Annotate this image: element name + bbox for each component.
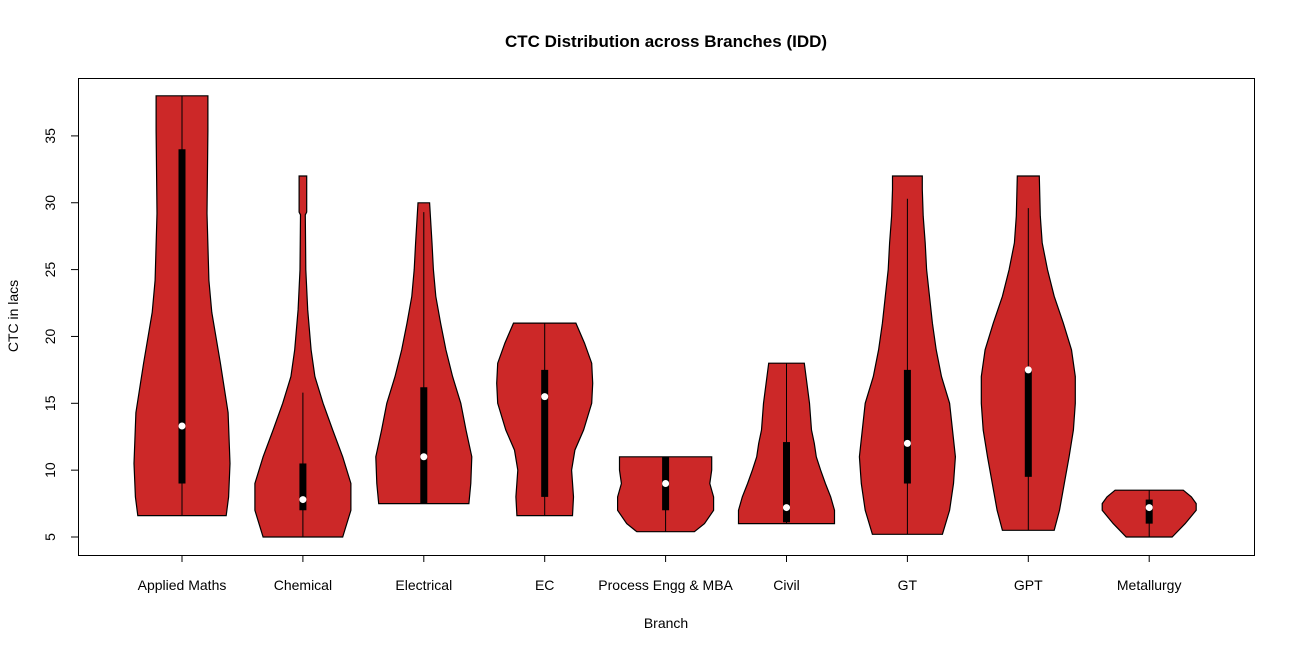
x-tick-label: GT (898, 577, 918, 593)
violin-median-point (420, 453, 428, 461)
violin-iqr-box (783, 442, 790, 523)
y-axis-label: CTC in lacs (5, 280, 21, 352)
violin-iqr-box (299, 463, 307, 511)
violin-group (1101, 489, 1197, 538)
violin-median-point (783, 504, 790, 512)
x-tick-label: Electrical (395, 577, 452, 593)
y-axis: 5 10 15 20 25 30 35 (42, 128, 79, 541)
x-axis-label: Branch (644, 615, 688, 631)
violin-median-point (178, 422, 186, 430)
x-tick-label: Applied Maths (138, 577, 227, 593)
violin-group (980, 175, 1076, 531)
violin-iqr-box (1145, 499, 1153, 524)
x-axis: Applied Maths Chemical Electrical EC Process… (138, 555, 1182, 593)
violin-median-point (1024, 366, 1032, 374)
y-tick-label: 25 (42, 262, 58, 278)
violin-group (496, 322, 594, 517)
violin-group (375, 202, 473, 505)
x-tick-label: EC (535, 577, 554, 593)
violin-iqr-box (178, 149, 186, 484)
violin-group (133, 95, 231, 517)
violin-median-point (541, 393, 549, 401)
y-tick-label: 15 (42, 395, 58, 411)
violin-group (858, 175, 957, 535)
violin-iqr-box (541, 369, 549, 497)
violin-median-point (903, 439, 911, 447)
violin-median-point (1145, 504, 1153, 512)
y-tick-label: 20 (42, 328, 58, 344)
violin-group (254, 175, 352, 538)
violin-body (254, 175, 352, 538)
x-tick-label: Process Engg & MBA (598, 577, 733, 593)
x-tick-label: GPT (1014, 577, 1043, 593)
violin-median-point (299, 496, 307, 504)
violin-group (737, 362, 836, 525)
chart-title: CTC Distribution across Branches (IDD) (505, 32, 827, 51)
x-tick-label: Civil (773, 577, 799, 593)
y-tick-label: 35 (42, 128, 58, 144)
x-tick-label: Chemical (274, 577, 332, 593)
violin-group (616, 456, 715, 533)
violin-median-point (662, 480, 670, 488)
violin-iqr-box (1024, 369, 1032, 477)
y-tick-label: 5 (42, 533, 58, 541)
x-tick-label: Metallurgy (1117, 577, 1182, 593)
y-tick-label: 30 (42, 195, 58, 211)
y-tick-label: 10 (42, 462, 58, 478)
violin-iqr-box (420, 387, 428, 504)
violin-iqr-box (903, 369, 911, 484)
